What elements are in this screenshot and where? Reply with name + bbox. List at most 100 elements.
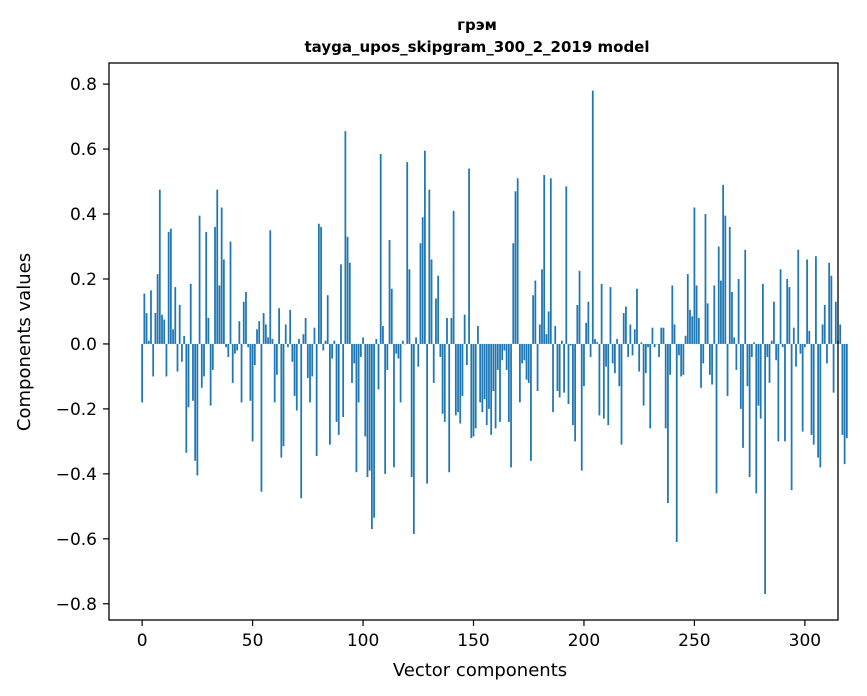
bar-97 xyxy=(355,343,358,473)
bar-279 xyxy=(757,343,760,406)
bar-267 xyxy=(731,291,733,344)
bar-6 xyxy=(154,313,157,344)
bar-260 xyxy=(715,343,718,494)
bar-189 xyxy=(558,343,561,398)
bar-247 xyxy=(686,274,689,344)
bar-89 xyxy=(337,343,340,435)
bar-51 xyxy=(253,343,256,366)
bar-136 xyxy=(441,343,444,414)
bar-17 xyxy=(178,304,181,344)
bar-72 xyxy=(300,343,303,499)
bar-133 xyxy=(435,298,437,344)
bar-79 xyxy=(315,343,318,456)
bar-156 xyxy=(485,343,488,426)
bar-252 xyxy=(697,317,700,344)
bar-276 xyxy=(750,343,753,357)
bar-100 xyxy=(362,337,364,344)
bar-26 xyxy=(198,215,201,344)
bar-106 xyxy=(375,339,378,344)
bar-223 xyxy=(633,329,636,344)
bar-294 xyxy=(790,343,793,491)
bar-154 xyxy=(481,343,484,413)
bar-249 xyxy=(691,316,694,344)
bar-33 xyxy=(214,227,216,344)
bar-278 xyxy=(755,343,758,494)
bar-27 xyxy=(200,343,203,388)
bar-46 xyxy=(242,301,245,344)
bar-268 xyxy=(733,337,736,344)
bar-225 xyxy=(638,343,641,372)
bar-296 xyxy=(795,343,797,367)
bar-190 xyxy=(560,340,563,344)
bar-242 xyxy=(675,343,678,543)
bar-283 xyxy=(766,343,769,357)
bar-15 xyxy=(174,287,177,344)
bar-40 xyxy=(229,241,232,344)
bar-313 xyxy=(832,343,835,393)
y-tick-label: 0.4 xyxy=(70,205,97,225)
bar-210 xyxy=(605,343,607,367)
bar-295 xyxy=(792,327,795,344)
bar-275 xyxy=(748,343,751,478)
bar-166 xyxy=(507,343,510,422)
bar-194 xyxy=(569,343,572,346)
bar-78 xyxy=(313,327,316,344)
bar-289 xyxy=(779,269,782,344)
bar-204 xyxy=(591,90,594,344)
bar-231 xyxy=(651,327,654,344)
bar-282 xyxy=(764,343,766,595)
bar-69 xyxy=(293,343,296,396)
bar-177 xyxy=(532,295,535,344)
bar-316 xyxy=(839,324,842,344)
bar-117 xyxy=(399,343,402,403)
bar-0 xyxy=(141,343,144,403)
bar-293 xyxy=(788,287,791,344)
x-tick-label: 250 xyxy=(678,631,710,651)
bar-218 xyxy=(622,313,625,344)
bar-67 xyxy=(289,309,292,344)
bar-151 xyxy=(474,343,477,429)
y-axis-ticks: −0.8 −0.6 −0.4 −0.2 0.0 0.2 0.4 0.6 0.8 xyxy=(56,75,109,615)
bar-253 xyxy=(700,343,702,388)
bar-266 xyxy=(728,227,731,344)
bar-118 xyxy=(401,340,404,344)
bar-44 xyxy=(238,321,241,344)
x-axis-ticks: 0 50 100 150 200 250 300 xyxy=(137,620,821,651)
bar-256 xyxy=(706,303,709,344)
bar-302 xyxy=(808,330,811,344)
bar-246 xyxy=(684,335,687,344)
bar-262 xyxy=(720,280,722,344)
bar-299 xyxy=(801,343,804,432)
bar-95 xyxy=(351,343,353,383)
bar-101 xyxy=(364,343,367,437)
bar-28 xyxy=(203,343,205,377)
bar-217 xyxy=(620,343,623,445)
bar-109 xyxy=(382,326,384,344)
bar-159 xyxy=(492,343,495,392)
bar-66 xyxy=(287,343,289,348)
bar-232 xyxy=(653,343,656,348)
bar-121 xyxy=(408,269,411,344)
bar-24 xyxy=(194,343,197,461)
bar-77 xyxy=(311,343,314,377)
bar-287 xyxy=(775,343,778,361)
bar-37 xyxy=(222,259,225,344)
y-tick-label: −0.6 xyxy=(56,530,97,550)
bar-81 xyxy=(320,227,322,344)
bar-265 xyxy=(726,343,729,396)
bar-228 xyxy=(644,343,647,374)
bar-103 xyxy=(368,343,371,471)
bar-80 xyxy=(317,223,320,344)
bar-200 xyxy=(583,343,585,387)
bar-90 xyxy=(340,264,342,344)
bar-259 xyxy=(713,285,716,344)
bar-222 xyxy=(631,343,634,356)
bar-274 xyxy=(746,343,749,387)
bar-284 xyxy=(768,343,771,383)
bar-281 xyxy=(762,283,764,344)
bar-38 xyxy=(225,343,227,348)
bar-199 xyxy=(580,343,583,471)
bar-145 xyxy=(461,343,464,396)
bar-186 xyxy=(552,343,554,413)
